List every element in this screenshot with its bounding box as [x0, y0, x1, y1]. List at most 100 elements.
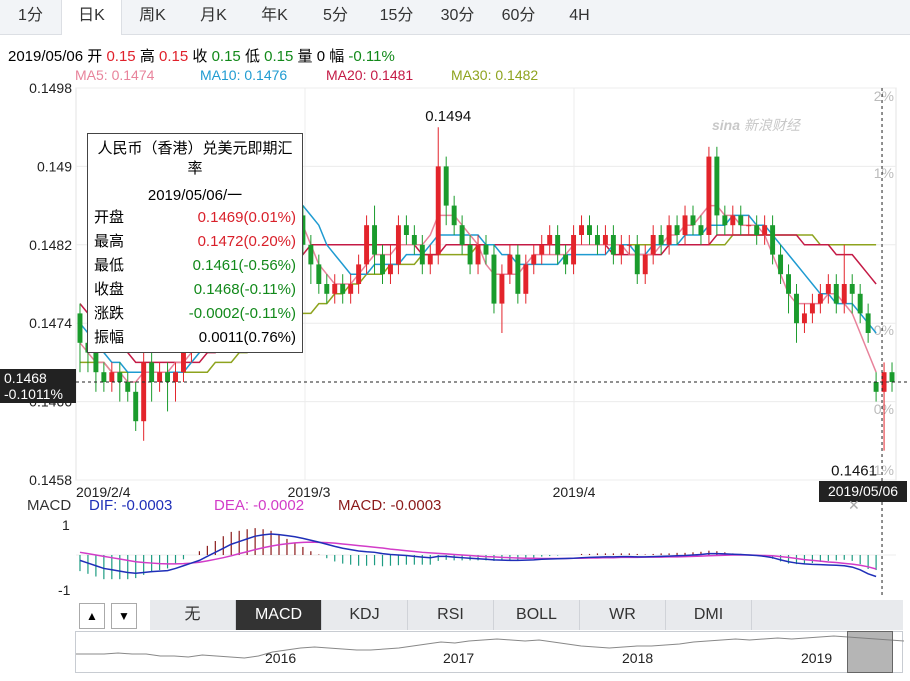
candle-body	[93, 352, 99, 373]
scroll-up-button[interactable]: ▲	[79, 603, 105, 629]
pct-tick-label: 2%	[874, 88, 894, 104]
candle-body	[571, 235, 577, 265]
tab-8[interactable]: 60分	[501, 7, 536, 24]
pct-tick-label: 1%	[874, 165, 894, 181]
candle-body	[865, 313, 871, 333]
candle-body	[499, 274, 505, 304]
candle-body	[602, 235, 608, 245]
candle-body	[348, 284, 354, 294]
candle-body	[141, 362, 147, 422]
tab-1[interactable]: 日K	[61, 0, 122, 35]
candle-body	[125, 382, 131, 392]
candle-body	[181, 352, 186, 373]
navigator-window[interactable]	[847, 631, 893, 673]
tab-3[interactable]: 月K	[200, 7, 227, 24]
crosshair-pct: -0.1011%	[4, 386, 63, 402]
navigator-sparkline	[76, 635, 904, 659]
indicator-tab-boll[interactable]: BOLL	[494, 600, 580, 630]
tooltip-row: 最高 0.1472(0.20%)	[94, 230, 296, 254]
indicator-tab-无[interactable]: 无	[150, 600, 236, 630]
nav-year-2016: 2016	[265, 650, 297, 666]
tab-6[interactable]: 15分	[379, 7, 414, 24]
info-date: 2019/05/06	[8, 48, 84, 65]
tooltip-row-value: 0.1469(0.01%)	[197, 209, 296, 226]
indicator-toolbar: 无 MACD KDJ RSI BOLL WR DMI	[150, 600, 903, 630]
y-tick-label: 0.1482	[29, 237, 72, 253]
macd-legend-name: MACD	[27, 497, 72, 514]
pct-tick-label: -1%	[869, 462, 894, 478]
indicator-tab-rsi[interactable]: RSI	[408, 600, 494, 630]
info-high: 0.15	[159, 48, 189, 65]
candle-body	[730, 215, 736, 226]
candle-body	[754, 225, 760, 235]
candle-body	[443, 166, 449, 206]
candle-body	[825, 284, 831, 294]
macd-axis-bottom: -1	[58, 582, 71, 598]
tooltip-row-value: 0.1468(-0.11%)	[193, 281, 296, 298]
indicator-tab-macd[interactable]: MACD	[236, 600, 322, 630]
info-change: -0.11%	[348, 48, 395, 65]
candle-body	[475, 244, 481, 265]
candle-body	[833, 284, 839, 304]
macd-close-icon[interactable]: ✕	[848, 497, 860, 513]
scroll-down-button[interactable]: ▼	[111, 603, 137, 629]
candle-body	[587, 225, 592, 235]
candle-body	[722, 215, 728, 226]
candle-body	[889, 372, 895, 382]
watermark-text: 新浪财经	[743, 117, 800, 133]
candle-body	[483, 244, 489, 255]
candle-body	[786, 274, 791, 294]
indicator-tab-dmi[interactable]: DMI	[666, 600, 752, 630]
candle-body	[419, 244, 425, 265]
candle-body	[117, 372, 123, 382]
candle-body	[77, 313, 83, 343]
candle-body	[579, 225, 585, 235]
navigator-line	[76, 635, 904, 659]
candle-body	[881, 372, 887, 392]
candle-body	[849, 284, 855, 294]
tooltip-row-label: 收盘	[94, 281, 125, 298]
candle-body	[706, 156, 712, 235]
candle-body	[674, 225, 680, 235]
indicator-tab-wr[interactable]: WR	[580, 600, 666, 630]
y-tick-label: 0.1458	[29, 472, 72, 488]
ma30-legend: MA30: 0.1482	[451, 67, 539, 83]
tooltip-row: 开盘 0.1469(0.01%)	[94, 206, 296, 230]
candle-body	[555, 235, 561, 255]
tooltip-row-value: 0.1461(-0.56%)	[192, 257, 296, 274]
x-tick-label: 2019/2/4	[76, 484, 131, 500]
candle-body	[515, 254, 521, 294]
pct-tick-label: 0%	[874, 322, 894, 338]
tab-7[interactable]: 30分	[440, 7, 475, 24]
candle-body	[356, 264, 362, 284]
tab-0[interactable]: 1分	[18, 7, 43, 24]
tab-9[interactable]: 4H	[569, 7, 590, 24]
range-navigator[interactable]	[75, 631, 904, 673]
info-volume: 0	[316, 48, 326, 65]
candle-body	[316, 264, 322, 284]
candle-body	[435, 166, 441, 255]
period-tabs: 1分 日K 周K 月K 年K 5分 15分 30分 60分 4H	[0, 0, 910, 35]
crosshair-date-label: 2019/05/06	[819, 481, 907, 502]
tooltip-row-label: 开盘	[94, 209, 125, 226]
candle-body	[467, 244, 473, 265]
candle-body	[857, 293, 863, 314]
tab-2[interactable]: 周K	[139, 7, 166, 24]
tab-4[interactable]: 年K	[261, 7, 288, 24]
candle-body	[762, 225, 768, 235]
tooltip-row-label: 最低	[94, 257, 125, 274]
macd-legend-macd: MACD: -0.0003	[338, 497, 442, 514]
info-volume-label: 量	[297, 48, 313, 65]
candle-body	[109, 372, 115, 382]
candle-body	[873, 382, 879, 392]
indicator-tab-kdj[interactable]: KDJ	[322, 600, 408, 630]
tooltip-row: 收盘 0.1468(-0.11%)	[94, 278, 296, 302]
candle-body	[403, 225, 409, 235]
tab-5[interactable]: 5分	[323, 7, 348, 24]
candle-body	[459, 225, 465, 245]
candle-body	[650, 235, 656, 255]
info-open-label: 开	[87, 48, 103, 65]
max-annotation: 0.1494	[425, 108, 471, 125]
crosshair-price: 0.1468	[4, 370, 47, 386]
candle-body	[778, 254, 784, 275]
